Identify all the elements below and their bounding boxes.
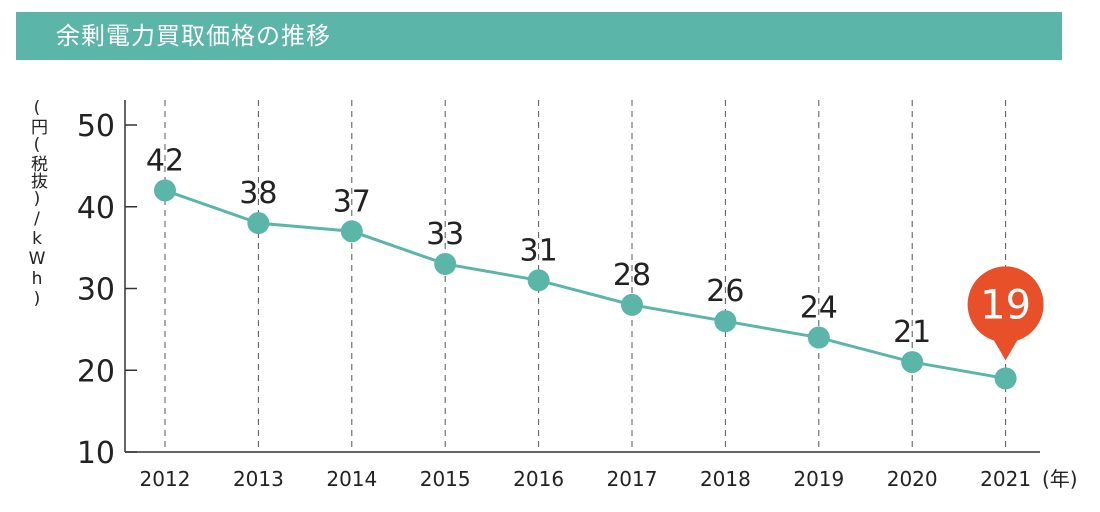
y-tick-label: 50 (77, 109, 115, 144)
data-point (901, 351, 924, 374)
data-label: 33 (426, 217, 464, 252)
data-point (994, 367, 1017, 390)
x-tick-label: 2018 (700, 467, 751, 491)
callout-label: 19 (980, 282, 1031, 328)
data-label: 21 (893, 315, 931, 350)
data-point (247, 212, 270, 235)
data-point (434, 252, 457, 275)
data-label: 28 (613, 258, 651, 293)
x-tick-label: 2017 (607, 467, 658, 491)
y-tick-label: 30 (77, 273, 115, 308)
data-label: 26 (706, 274, 744, 309)
x-tick-label: 2013 (233, 467, 284, 491)
y-tick-label: 10 (77, 436, 115, 471)
x-tick-label: 2020 (887, 467, 938, 491)
data-point (621, 293, 643, 316)
x-tick-label: 2014 (326, 467, 377, 491)
chart-title: 余剰電力買取価格の推移 (56, 22, 331, 50)
x-tick-label: 2016 (513, 467, 564, 491)
y-axis-label: (円(税抜)/kWh) (27, 98, 47, 309)
data-point (527, 269, 550, 292)
data-point (807, 326, 830, 349)
x-tick-label: 2021 (980, 467, 1031, 491)
data-label: 42 (146, 143, 184, 178)
x-tick-label: 2015 (420, 467, 471, 491)
data-point (154, 179, 176, 202)
x-tick-label: 2012 (140, 467, 191, 491)
title-bar: 余剰電力買取価格の推移 (16, 12, 1062, 60)
x-unit-label: (年) (1042, 467, 1078, 491)
callout-bubble (967, 266, 1044, 343)
x-tick-label: 2019 (793, 467, 844, 491)
data-label: 37 (333, 184, 371, 219)
callout-pointer (991, 336, 1020, 361)
data-label: 24 (800, 291, 838, 326)
data-label: 31 (520, 233, 558, 268)
y-tick-label: 40 (77, 191, 115, 226)
series-line (164, 188, 1006, 380)
data-point (714, 310, 737, 333)
y-tick-label: 20 (77, 354, 115, 389)
data-point (340, 220, 363, 243)
data-label: 38 (239, 176, 277, 211)
